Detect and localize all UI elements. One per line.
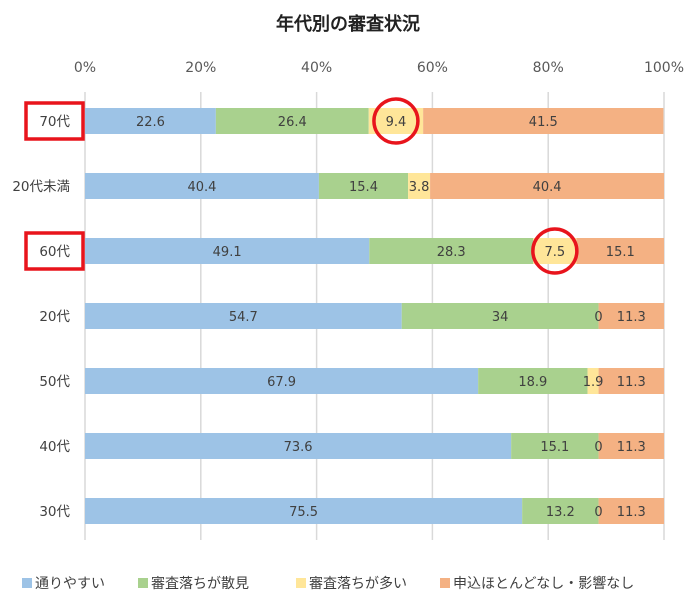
highlight-box [24,101,85,141]
x-tick-label: 40% [301,60,332,76]
data-label: 3.8 [409,180,430,195]
y-category-label: 50代 [39,374,70,390]
chart-title: 年代別の審査状況 [276,13,420,35]
y-category-label: 20代 [39,309,70,325]
data-label: 1.9 [583,375,604,390]
legend-swatch [296,578,306,588]
bar-segment [478,368,588,394]
data-label: 11.3 [617,310,646,325]
x-tick-label: 80% [533,60,564,76]
y-category-label: 70代 [39,114,70,130]
bar-segment [533,238,577,264]
legend-label: 審査落ちが多い [309,575,407,592]
y-category-label: 40代 [39,439,70,455]
bar-segment [598,498,664,524]
highlight-circle [531,227,579,275]
legend-swatch [138,578,148,588]
data-label: 75.5 [289,505,318,520]
data-label: 34 [492,310,509,325]
bar-segment [85,368,479,394]
bar-segment [430,173,664,199]
bar-segment [598,368,664,394]
bar-segment [423,108,664,134]
data-label: 41.5 [529,115,558,130]
data-label: 0 [594,440,602,455]
data-label: 28.3 [437,245,466,260]
bar-segment [85,303,402,329]
bar-segment [598,433,664,459]
data-label: 40.4 [187,180,216,195]
bar-segment [85,498,523,524]
bar-segment [598,303,664,329]
legend-swatch [440,578,450,588]
legend-label: 通りやすい [35,576,105,592]
bar-segment [369,238,534,264]
data-label: 11.3 [617,505,646,520]
y-category-label: 60代 [39,244,70,260]
data-label: 54.7 [229,310,258,325]
bar-segment [522,498,599,524]
bar-segment [85,433,512,459]
data-label: 15.4 [349,180,378,195]
data-label: 67.9 [267,375,296,390]
data-label: 40.4 [533,180,562,195]
y-category-label: 30代 [39,504,70,520]
data-label: 49.1 [213,245,242,260]
bar-segment [401,303,599,329]
data-label: 7.5 [545,245,566,260]
data-label: 73.6 [284,440,313,455]
bar-segment [576,238,664,264]
bar-segment [318,173,409,199]
bar-segment [85,238,370,264]
data-label: 22.6 [136,115,165,130]
x-tick-label: 100% [644,60,684,76]
x-tick-label: 20% [185,60,216,76]
data-label: 0 [594,505,602,520]
data-label: 18.9 [518,375,547,390]
x-tick-label: 0% [74,60,96,76]
legend-label: 申込ほとんどなし・影響なし [453,575,634,592]
data-label: 11.3 [617,440,646,455]
x-tick-label: 60% [417,60,448,76]
legend-swatch [22,578,32,588]
data-label: 26.4 [278,115,307,130]
data-label: 9.4 [386,115,407,130]
bar-segment [587,368,599,394]
highlight-circle [372,97,420,145]
bar-segment [85,108,216,134]
bar-segment [511,433,599,459]
data-label: 15.1 [606,245,635,260]
bar-segment [85,173,319,199]
bar-segment [408,173,431,199]
highlight-box [24,231,85,271]
data-label: 0 [594,310,602,325]
y-category-label: 20代未満 [12,179,70,195]
data-label: 15.1 [540,440,569,455]
bar-segment [215,108,369,134]
legend-label: 審査落ちが散見 [151,576,249,592]
data-label: 11.3 [617,375,646,390]
bar-segment [368,108,424,134]
data-label: 13.2 [546,505,575,520]
